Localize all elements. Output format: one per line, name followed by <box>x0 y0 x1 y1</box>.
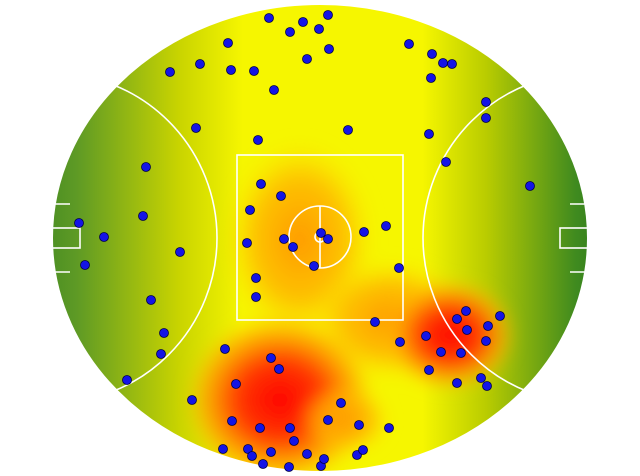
point <box>395 337 405 347</box>
point <box>481 97 491 107</box>
point <box>476 373 486 383</box>
point <box>99 232 109 242</box>
point <box>74 218 84 228</box>
point <box>319 454 329 464</box>
point <box>298 17 308 27</box>
point <box>274 364 284 374</box>
point <box>256 179 266 189</box>
point <box>309 261 319 271</box>
point <box>452 378 462 388</box>
point <box>370 317 380 327</box>
point <box>276 191 286 201</box>
point <box>461 306 471 316</box>
point <box>302 449 312 459</box>
point <box>122 375 132 385</box>
point <box>264 13 274 23</box>
point <box>427 49 437 59</box>
point <box>525 181 535 191</box>
point <box>359 227 369 237</box>
point <box>483 321 493 331</box>
point <box>138 211 148 221</box>
point <box>227 416 237 426</box>
point <box>323 10 333 20</box>
point <box>381 221 391 231</box>
point <box>284 462 294 472</box>
point <box>462 325 472 335</box>
point <box>269 85 279 95</box>
point <box>223 38 233 48</box>
point <box>187 395 197 405</box>
point <box>226 65 236 75</box>
point <box>80 260 90 270</box>
point <box>302 54 312 64</box>
point <box>165 67 175 77</box>
point <box>247 451 257 461</box>
point <box>424 129 434 139</box>
point <box>323 234 333 244</box>
point <box>251 292 261 302</box>
point <box>175 247 185 257</box>
point <box>343 125 353 135</box>
point <box>424 365 434 375</box>
point <box>384 423 394 433</box>
point <box>231 379 241 389</box>
point <box>438 58 448 68</box>
point <box>266 447 276 457</box>
point <box>195 59 205 69</box>
point <box>316 228 326 238</box>
point <box>258 459 268 469</box>
point <box>156 349 166 359</box>
point <box>249 66 259 76</box>
point <box>447 59 457 69</box>
point <box>358 445 368 455</box>
point <box>436 347 446 357</box>
point <box>426 73 436 83</box>
point <box>245 205 255 215</box>
point <box>314 24 324 34</box>
point <box>146 295 156 305</box>
point <box>251 273 261 283</box>
point <box>336 398 346 408</box>
point <box>323 415 333 425</box>
point <box>285 423 295 433</box>
point <box>285 27 295 37</box>
point <box>255 423 265 433</box>
point <box>141 162 151 172</box>
point <box>441 157 451 167</box>
point <box>159 328 169 338</box>
point <box>404 39 414 49</box>
point <box>289 436 299 446</box>
point <box>279 234 289 244</box>
point <box>242 238 252 248</box>
point <box>456 348 466 358</box>
point <box>288 242 298 252</box>
point <box>452 314 462 324</box>
point <box>266 353 276 363</box>
point <box>495 311 505 321</box>
point <box>481 113 491 123</box>
point <box>191 123 201 133</box>
point <box>220 344 230 354</box>
point <box>324 44 334 54</box>
point <box>482 381 492 391</box>
point <box>481 336 491 346</box>
point <box>421 331 431 341</box>
point <box>253 135 263 145</box>
point <box>354 420 364 430</box>
point <box>394 263 404 273</box>
point <box>218 444 228 454</box>
